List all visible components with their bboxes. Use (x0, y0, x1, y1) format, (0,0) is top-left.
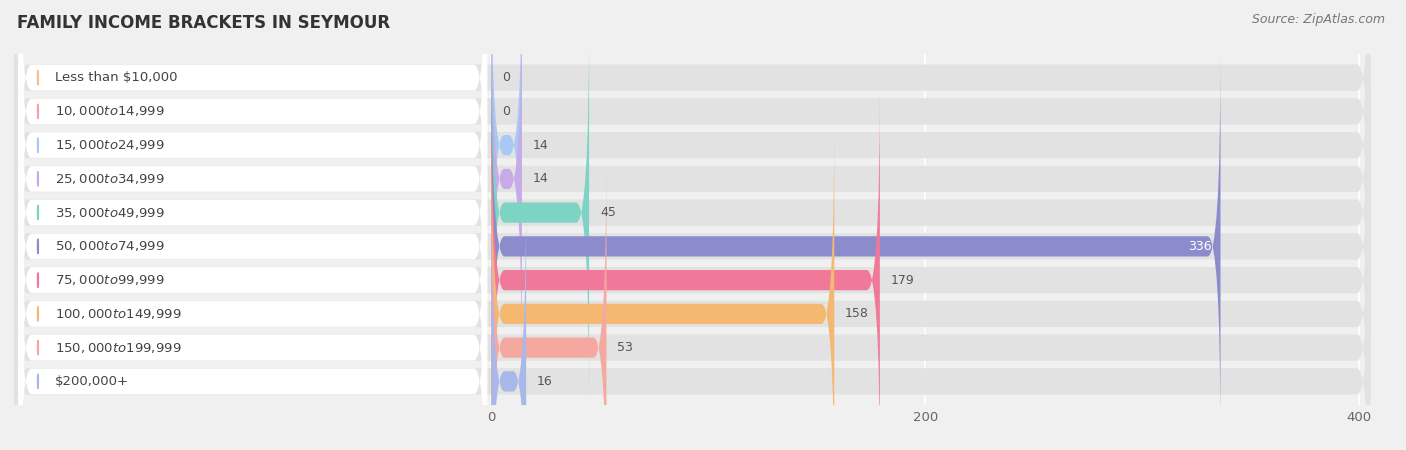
Text: $200,000+: $200,000+ (55, 375, 129, 388)
FancyBboxPatch shape (492, 88, 880, 450)
Text: 158: 158 (845, 307, 869, 320)
FancyBboxPatch shape (492, 122, 834, 450)
Text: $10,000 to $14,999: $10,000 to $14,999 (55, 104, 165, 118)
FancyBboxPatch shape (492, 0, 522, 338)
Text: 0: 0 (502, 105, 510, 118)
FancyBboxPatch shape (18, 90, 486, 450)
FancyBboxPatch shape (18, 0, 486, 335)
Text: 45: 45 (600, 206, 616, 219)
Text: 179: 179 (890, 274, 914, 287)
FancyBboxPatch shape (14, 192, 1371, 450)
FancyBboxPatch shape (18, 192, 486, 450)
Text: 14: 14 (533, 172, 548, 185)
FancyBboxPatch shape (14, 0, 1371, 368)
Text: 53: 53 (617, 341, 633, 354)
Text: $150,000 to $199,999: $150,000 to $199,999 (55, 341, 181, 355)
Text: Source: ZipAtlas.com: Source: ZipAtlas.com (1251, 14, 1385, 27)
FancyBboxPatch shape (18, 0, 486, 369)
FancyBboxPatch shape (492, 54, 1220, 439)
FancyBboxPatch shape (18, 0, 486, 301)
Text: $50,000 to $74,999: $50,000 to $74,999 (55, 239, 165, 253)
FancyBboxPatch shape (14, 57, 1371, 436)
Text: Less than $10,000: Less than $10,000 (55, 71, 177, 84)
FancyBboxPatch shape (18, 158, 486, 450)
FancyBboxPatch shape (18, 124, 486, 450)
FancyBboxPatch shape (14, 23, 1371, 402)
FancyBboxPatch shape (492, 20, 589, 405)
Text: FAMILY INCOME BRACKETS IN SEYMOUR: FAMILY INCOME BRACKETS IN SEYMOUR (17, 14, 389, 32)
FancyBboxPatch shape (14, 91, 1371, 450)
Text: 0: 0 (502, 71, 510, 84)
Text: 336: 336 (1188, 240, 1212, 253)
Text: 14: 14 (533, 139, 548, 152)
Text: $75,000 to $99,999: $75,000 to $99,999 (55, 273, 165, 287)
FancyBboxPatch shape (492, 0, 522, 371)
FancyBboxPatch shape (14, 158, 1371, 450)
FancyBboxPatch shape (14, 125, 1371, 450)
Text: $35,000 to $49,999: $35,000 to $49,999 (55, 206, 165, 220)
FancyBboxPatch shape (14, 0, 1371, 334)
FancyBboxPatch shape (492, 189, 526, 450)
Text: $15,000 to $24,999: $15,000 to $24,999 (55, 138, 165, 152)
Text: 16: 16 (537, 375, 553, 388)
FancyBboxPatch shape (492, 155, 606, 450)
Text: $25,000 to $34,999: $25,000 to $34,999 (55, 172, 165, 186)
FancyBboxPatch shape (14, 0, 1371, 267)
Text: $100,000 to $149,999: $100,000 to $149,999 (55, 307, 181, 321)
FancyBboxPatch shape (18, 23, 486, 402)
FancyBboxPatch shape (18, 57, 486, 436)
FancyBboxPatch shape (14, 0, 1371, 301)
FancyBboxPatch shape (18, 0, 486, 267)
